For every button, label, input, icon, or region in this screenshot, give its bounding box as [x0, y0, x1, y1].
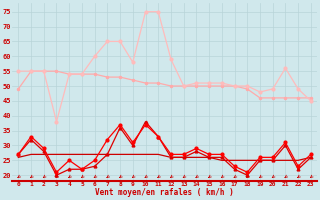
X-axis label: Vent moyen/en rafales ( km/h ): Vent moyen/en rafales ( km/h )	[95, 188, 234, 197]
